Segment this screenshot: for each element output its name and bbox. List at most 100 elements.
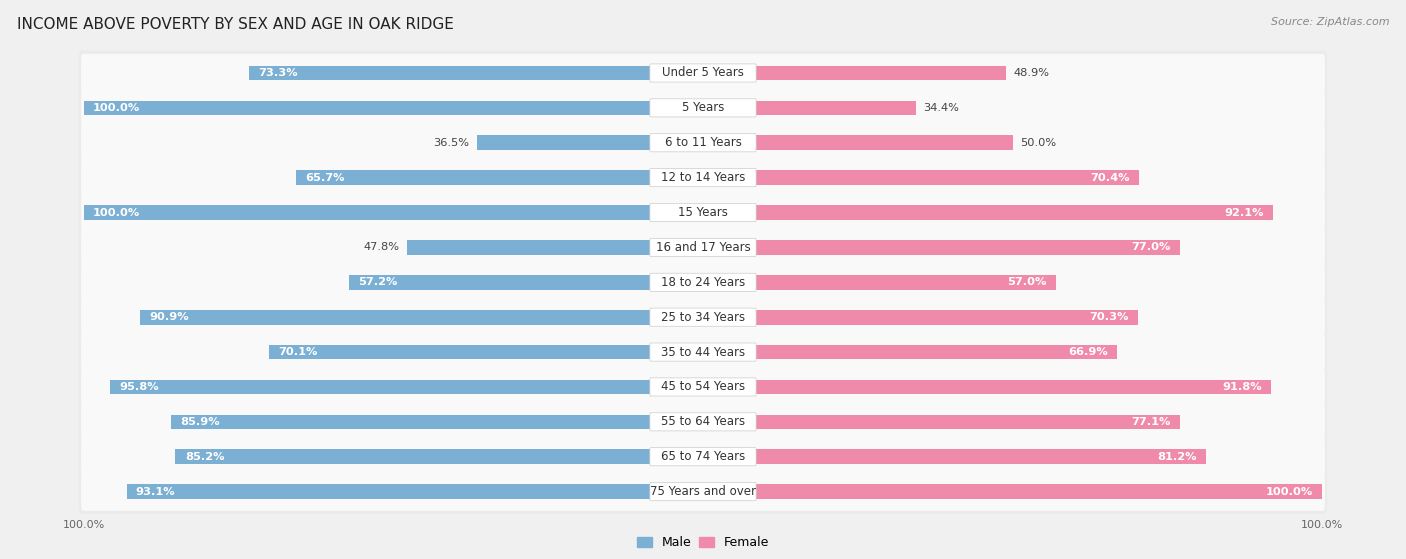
FancyBboxPatch shape [79, 400, 1327, 444]
Text: 47.8%: 47.8% [364, 243, 399, 253]
Bar [703, 484, 1322, 499]
Bar [703, 135, 1012, 150]
FancyBboxPatch shape [650, 203, 756, 221]
Text: 45 to 54 Years: 45 to 54 Years [661, 381, 745, 394]
Text: 90.9%: 90.9% [149, 312, 188, 322]
Bar [249, 65, 703, 80]
FancyBboxPatch shape [82, 333, 1324, 371]
FancyBboxPatch shape [79, 51, 1327, 96]
Bar [703, 205, 1274, 220]
Bar [703, 65, 1005, 80]
Text: 93.1%: 93.1% [136, 486, 176, 496]
Bar [297, 170, 703, 185]
Text: 55 to 64 Years: 55 to 64 Years [661, 415, 745, 428]
FancyBboxPatch shape [650, 99, 756, 117]
Text: 77.0%: 77.0% [1130, 243, 1170, 253]
Text: 77.1%: 77.1% [1132, 417, 1171, 427]
Legend: Male, Female: Male, Female [631, 532, 775, 555]
Text: INCOME ABOVE POVERTY BY SEX AND AGE IN OAK RIDGE: INCOME ABOVE POVERTY BY SEX AND AGE IN O… [17, 17, 454, 32]
Text: 81.2%: 81.2% [1157, 452, 1197, 462]
FancyBboxPatch shape [82, 158, 1324, 197]
Bar [703, 275, 1056, 290]
Text: 5 Years: 5 Years [682, 101, 724, 115]
Text: 65 to 74 Years: 65 to 74 Years [661, 450, 745, 463]
FancyBboxPatch shape [82, 472, 1324, 511]
FancyBboxPatch shape [82, 368, 1324, 406]
Bar [141, 310, 703, 325]
FancyBboxPatch shape [79, 225, 1327, 270]
Text: 57.2%: 57.2% [359, 277, 398, 287]
Text: 92.1%: 92.1% [1225, 207, 1264, 217]
FancyBboxPatch shape [79, 260, 1327, 305]
Bar [176, 449, 703, 464]
FancyBboxPatch shape [79, 469, 1327, 514]
Text: 6 to 11 Years: 6 to 11 Years [665, 136, 741, 149]
FancyBboxPatch shape [79, 155, 1327, 200]
Text: 34.4%: 34.4% [924, 103, 959, 113]
FancyBboxPatch shape [82, 402, 1324, 441]
FancyBboxPatch shape [650, 169, 756, 187]
Bar [703, 310, 1139, 325]
Bar [703, 101, 915, 115]
FancyBboxPatch shape [79, 434, 1327, 479]
Text: Source: ZipAtlas.com: Source: ZipAtlas.com [1271, 17, 1389, 27]
Text: 36.5%: 36.5% [433, 138, 470, 148]
Text: 85.9%: 85.9% [180, 417, 221, 427]
Text: 91.8%: 91.8% [1222, 382, 1263, 392]
Text: 57.0%: 57.0% [1007, 277, 1046, 287]
FancyBboxPatch shape [650, 238, 756, 257]
FancyBboxPatch shape [79, 190, 1327, 235]
Text: 66.9%: 66.9% [1069, 347, 1108, 357]
FancyBboxPatch shape [650, 413, 756, 431]
Bar [349, 275, 703, 290]
Bar [84, 101, 703, 115]
FancyBboxPatch shape [82, 124, 1324, 162]
FancyBboxPatch shape [82, 228, 1324, 267]
Text: 35 to 44 Years: 35 to 44 Years [661, 345, 745, 358]
FancyBboxPatch shape [79, 330, 1327, 375]
Text: 70.4%: 70.4% [1090, 173, 1129, 183]
FancyBboxPatch shape [650, 448, 756, 466]
FancyBboxPatch shape [82, 193, 1324, 232]
Text: 12 to 14 Years: 12 to 14 Years [661, 171, 745, 184]
FancyBboxPatch shape [650, 308, 756, 326]
Bar [127, 484, 703, 499]
FancyBboxPatch shape [650, 343, 756, 361]
Text: 95.8%: 95.8% [120, 382, 159, 392]
FancyBboxPatch shape [82, 263, 1324, 301]
Text: 73.3%: 73.3% [259, 68, 298, 78]
FancyBboxPatch shape [79, 86, 1327, 130]
FancyBboxPatch shape [650, 482, 756, 501]
FancyBboxPatch shape [79, 364, 1327, 409]
Text: 75 Years and over: 75 Years and over [650, 485, 756, 498]
Text: 100.0%: 100.0% [93, 103, 141, 113]
Text: 65.7%: 65.7% [305, 173, 344, 183]
Bar [477, 135, 703, 150]
Text: 15 Years: 15 Years [678, 206, 728, 219]
Bar [703, 380, 1271, 394]
FancyBboxPatch shape [79, 295, 1327, 339]
Bar [703, 170, 1139, 185]
Text: 16 and 17 Years: 16 and 17 Years [655, 241, 751, 254]
FancyBboxPatch shape [82, 89, 1324, 127]
Text: Under 5 Years: Under 5 Years [662, 67, 744, 79]
FancyBboxPatch shape [650, 273, 756, 291]
FancyBboxPatch shape [82, 54, 1324, 92]
Text: 70.3%: 70.3% [1090, 312, 1129, 322]
Bar [703, 415, 1181, 429]
FancyBboxPatch shape [650, 64, 756, 82]
Bar [703, 240, 1180, 255]
Bar [408, 240, 703, 255]
Bar [110, 380, 703, 394]
FancyBboxPatch shape [650, 134, 756, 152]
Text: 70.1%: 70.1% [278, 347, 318, 357]
Text: 50.0%: 50.0% [1019, 138, 1056, 148]
Bar [84, 205, 703, 220]
FancyBboxPatch shape [82, 438, 1324, 476]
Bar [703, 449, 1206, 464]
Text: 100.0%: 100.0% [1265, 486, 1313, 496]
Text: 48.9%: 48.9% [1014, 68, 1049, 78]
FancyBboxPatch shape [650, 378, 756, 396]
FancyBboxPatch shape [79, 120, 1327, 165]
Text: 18 to 24 Years: 18 to 24 Years [661, 276, 745, 289]
